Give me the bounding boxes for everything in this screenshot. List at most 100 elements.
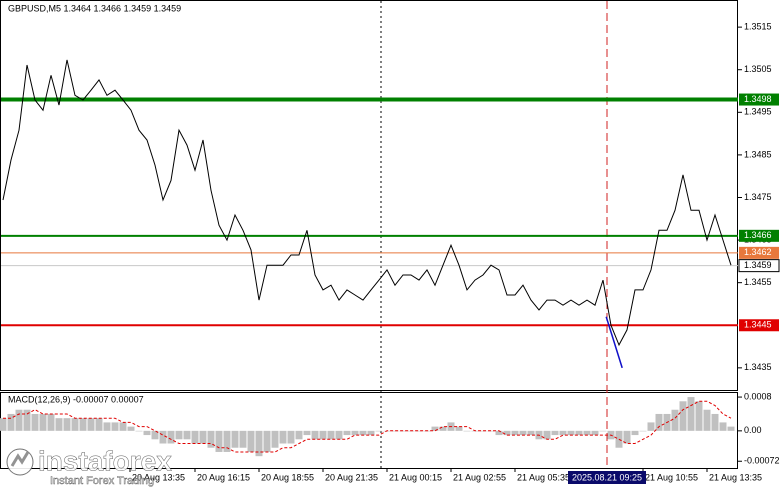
- level-label: 1.3498: [744, 94, 772, 104]
- histogram-bar: [495, 430, 503, 436]
- histogram-bar: [367, 430, 375, 436]
- histogram-bar: [671, 409, 679, 431]
- x-tick-label: 20 Aug 16:15: [197, 472, 250, 482]
- histogram-bar: [127, 426, 135, 431]
- histogram-bar: [119, 422, 127, 431]
- histogram-bar: [0, 418, 7, 431]
- histogram-bar: [687, 397, 695, 431]
- histogram-bar: [343, 430, 351, 436]
- histogram-bar: [455, 426, 463, 431]
- histogram-bar: [519, 430, 527, 436]
- level-label: 1.3466: [744, 230, 772, 240]
- histogram-bar: [111, 422, 119, 431]
- x-tick-label: 21 Aug 02:55: [453, 472, 506, 482]
- histogram-bar: [703, 409, 711, 431]
- histogram-bar: [511, 430, 519, 436]
- histogram-bar: [295, 430, 303, 440]
- histogram-bar: [215, 430, 223, 452]
- level-label-box: [739, 93, 779, 106]
- logo-mark: [10, 451, 30, 467]
- histogram-bar: [175, 430, 183, 440]
- histogram-bar: [711, 413, 719, 431]
- histogram-bar: [527, 430, 535, 436]
- level-label-box: [739, 246, 779, 259]
- level-label-box: [738, 259, 780, 273]
- histogram-bar: [591, 430, 599, 436]
- histogram-bar: [391, 430, 399, 432]
- histogram-bar: [135, 430, 143, 432]
- histogram-bar: [415, 430, 423, 432]
- histogram-bar: [103, 422, 111, 431]
- histogram-bar: [263, 430, 271, 452]
- histogram-bar: [583, 430, 591, 436]
- histogram-bar: [719, 422, 727, 431]
- histogram-bar: [271, 430, 279, 448]
- histogram-bar: [351, 430, 359, 436]
- histogram-bar: [95, 418, 103, 431]
- histogram-bar: [319, 430, 327, 440]
- price-frame: [0, 0, 738, 391]
- histogram-bar: [679, 401, 687, 431]
- signal-line: [3, 400, 732, 453]
- histogram-bar: [247, 430, 255, 452]
- histogram-bar: [63, 418, 71, 431]
- histogram-bar: [647, 422, 655, 431]
- histogram-bar: [303, 430, 311, 436]
- histogram-bar: [255, 430, 263, 457]
- histogram-bar: [575, 430, 583, 436]
- y-tick-label: -0.00072: [744, 456, 780, 466]
- histogram-bar: [231, 430, 239, 448]
- histogram-bar: [327, 430, 335, 440]
- histogram-bar: [631, 430, 639, 436]
- histogram-bar: [335, 430, 343, 440]
- y-tick-label: 1.3495: [744, 107, 772, 117]
- histogram-bar: [183, 430, 191, 440]
- level-label: 1.3459: [744, 260, 772, 270]
- histogram-bar: [71, 418, 79, 431]
- x-tick-label: 21 Aug 13:35: [709, 472, 762, 482]
- x-tick-label: 21 Aug 05:35: [517, 472, 570, 482]
- histogram-bar: [223, 430, 231, 452]
- histogram-bar: [55, 418, 63, 431]
- histogram-bar: [463, 430, 471, 432]
- histogram-bar: [359, 430, 367, 436]
- histogram-bar: [39, 413, 47, 431]
- histogram-bar: [279, 430, 287, 444]
- histogram-bar: [47, 413, 55, 431]
- watermark: instaforex Instant Forex Trading: [6, 445, 172, 487]
- histogram-bar: [239, 430, 247, 448]
- histogram-bar: [167, 430, 175, 444]
- y-tick-label: 1.3435: [744, 362, 772, 372]
- histogram-bar: [287, 430, 295, 444]
- watermark-brand: instaforex: [38, 445, 172, 476]
- histogram-bar: [159, 430, 167, 444]
- price-line: [2, 59, 732, 347]
- x-tick-label: 21 Aug 10:55: [645, 472, 698, 482]
- histogram-bar: [567, 430, 575, 436]
- y-tick-label: 0.00: [744, 425, 762, 435]
- y-tick-label: 1.3485: [744, 149, 772, 159]
- y-tick-label: 1.3505: [744, 64, 772, 74]
- watermark-tagline: Instant Forex Trading: [50, 475, 154, 487]
- histogram-bar: [375, 430, 383, 432]
- histogram-bar: [191, 430, 199, 444]
- time-marker-box: [568, 471, 646, 484]
- histogram-bar: [87, 418, 95, 431]
- y-tick-label: 1.3475: [744, 192, 772, 202]
- histogram-bar: [431, 426, 439, 431]
- x-tick-label: 20 Aug 13:35: [132, 472, 185, 482]
- level-label: 1.3462: [744, 247, 772, 257]
- time-marker-label: 2025.08.21 09:25: [572, 472, 642, 482]
- histogram-bar: [79, 418, 87, 431]
- histogram-bar: [15, 409, 23, 431]
- histogram-bar: [143, 430, 151, 436]
- y-tick-label: 0.0008: [744, 391, 772, 401]
- histogram-bar: [551, 430, 559, 436]
- histogram-bar: [543, 430, 551, 440]
- level-label: 1.3445: [744, 320, 772, 330]
- histogram-bar: [639, 430, 647, 432]
- level-label-box: [739, 319, 779, 332]
- histogram-bar: [7, 413, 15, 431]
- histogram-bar: [31, 413, 39, 431]
